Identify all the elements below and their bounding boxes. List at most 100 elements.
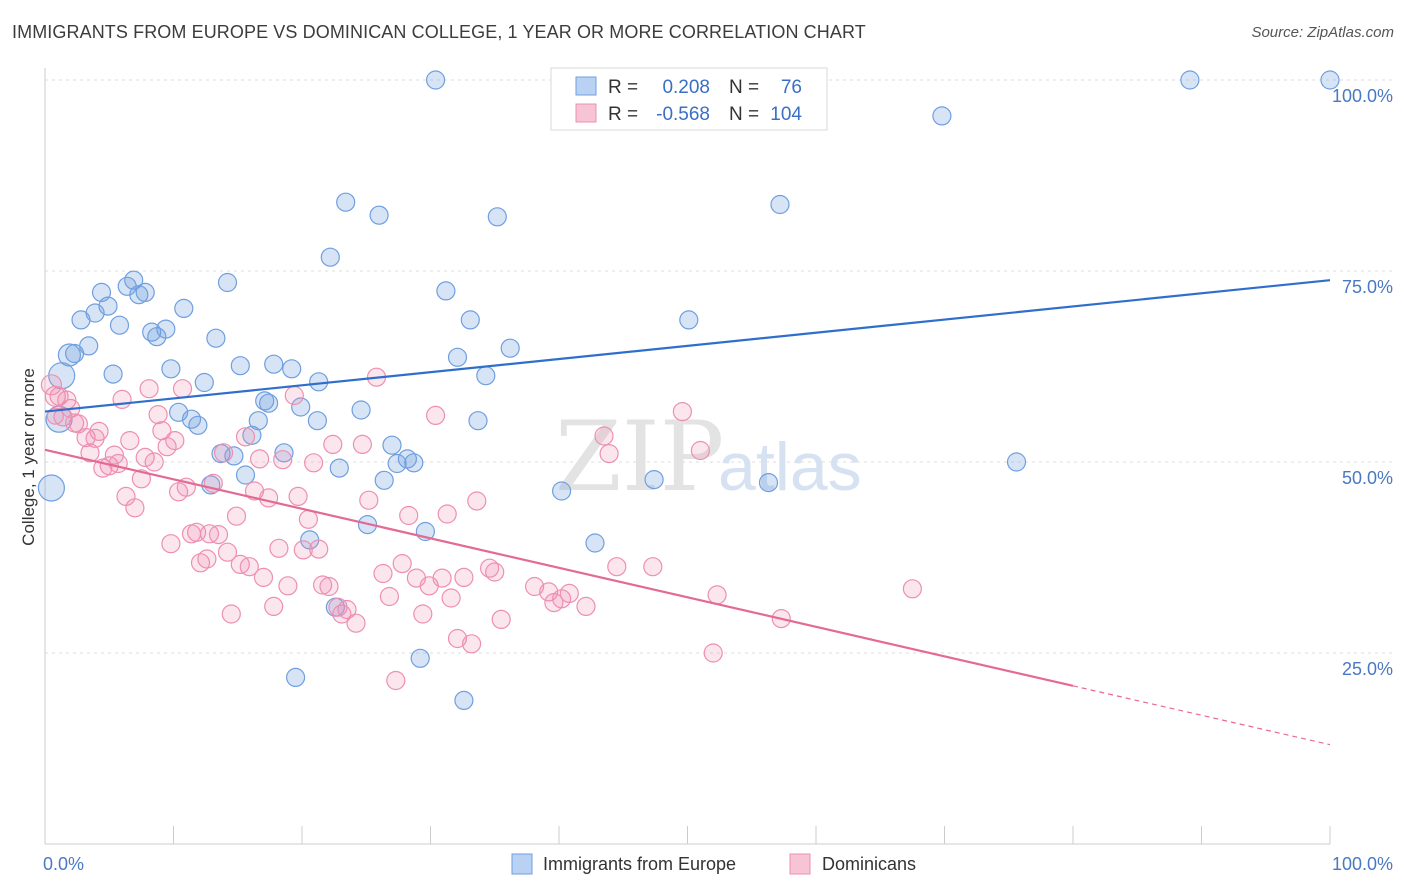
legend-swatch-europe xyxy=(575,76,597,96)
europe-point-37 xyxy=(274,443,294,463)
europe-point-76 xyxy=(1320,70,1340,90)
dominicans-point-81 xyxy=(441,588,461,608)
europe-point-68 xyxy=(585,533,605,553)
stats-legend: R = 0.208 N = 76 R = -0.568 N = 104 xyxy=(550,67,828,131)
europe-point-18 xyxy=(156,319,176,339)
dominicans-point-62 xyxy=(323,434,343,454)
dominicans-point-47 xyxy=(250,449,270,469)
europe-point-64 xyxy=(476,366,496,386)
dominicans-point-58 xyxy=(304,453,324,473)
dominicans-point-16 xyxy=(112,389,132,409)
dominicans-point-51 xyxy=(269,538,289,558)
europe-point-36 xyxy=(264,354,284,374)
dominicans-point-96 xyxy=(599,444,619,464)
dominicans-point-99 xyxy=(672,402,693,422)
europe-point-50 xyxy=(369,205,389,225)
europe-point-30 xyxy=(230,356,250,376)
chart-title: IMMIGRANTS FROM EUROPE VS DOMINICAN COLL… xyxy=(12,22,866,42)
europe-point-62 xyxy=(460,310,480,330)
dominicans-point-104 xyxy=(902,579,923,599)
dominicans-point-87 xyxy=(485,562,505,582)
europe-point-43 xyxy=(309,372,329,392)
dominicans-point-22 xyxy=(139,379,159,399)
dominicans-point-61 xyxy=(319,576,339,597)
dominicans-point-56 xyxy=(293,540,313,560)
dominicans-point-71 xyxy=(379,586,399,607)
dominicans-point-9 xyxy=(80,443,100,463)
dominicans-point-19 xyxy=(125,498,145,518)
y-tick-label-0: 25.0% xyxy=(1342,659,1393,679)
y-axis-label: College, 1 year or more xyxy=(19,368,38,546)
dominicans-point-28 xyxy=(165,431,185,451)
dominicans-point-59 xyxy=(309,539,329,559)
dominicans-point-89 xyxy=(524,576,545,597)
europe-point-46 xyxy=(329,458,349,478)
dominicans-point-70 xyxy=(373,563,393,584)
europe-point-28 xyxy=(217,272,238,293)
dominicans-point-53 xyxy=(278,576,298,596)
dominicans-point-73 xyxy=(392,553,412,574)
dominicans-point-93 xyxy=(559,583,579,604)
y-tick-label-2: 75.0% xyxy=(1342,277,1393,297)
legend-r-value-dominicans: -0.568 xyxy=(656,104,710,125)
dominicans-point-49 xyxy=(259,488,279,508)
europe-point-65 xyxy=(487,207,507,227)
europe-point-70 xyxy=(679,310,699,330)
europe-point-24 xyxy=(194,372,214,393)
bottom-legend-dominicans: Dominicans xyxy=(822,854,916,874)
europe-point-66 xyxy=(500,338,520,358)
europe-point-52 xyxy=(382,435,402,455)
dominicans-point-95 xyxy=(594,426,614,446)
dominicans-point-26 xyxy=(157,437,177,457)
europe-point-58 xyxy=(426,70,446,90)
dominicans-point-1 xyxy=(44,385,66,407)
tick-labels: 25.0% 50.0% 75.0% 100.0% 0.0% 100.0% xyxy=(43,86,1393,874)
europe-points xyxy=(37,70,1340,711)
dominicans-point-50 xyxy=(264,596,284,617)
dominicans-point-97 xyxy=(607,557,627,577)
trendline-dominicans xyxy=(44,448,1074,687)
dominicans-point-105 xyxy=(46,407,64,425)
europe-point-48 xyxy=(351,400,371,420)
dominicans-point-79 xyxy=(432,568,452,588)
legend-n-label-europe: N = xyxy=(729,77,759,98)
europe-point-6 xyxy=(79,336,99,356)
legend-swatch-dominicans xyxy=(575,103,597,123)
dominicans-point-74 xyxy=(399,505,419,526)
dominicans-points xyxy=(40,367,923,691)
dominicans-point-44 xyxy=(235,427,256,447)
dominicans-point-48 xyxy=(253,567,274,588)
bottom-legend-swatch-dominicans xyxy=(789,853,811,875)
dominicans-point-83 xyxy=(454,567,474,588)
europe-point-26 xyxy=(206,328,226,348)
dominicans-point-11 xyxy=(89,421,109,441)
europe-point-23 xyxy=(188,415,208,435)
dominicans-point-39 xyxy=(214,443,234,463)
dominicans-point-67 xyxy=(352,434,372,454)
dominicans-point-84 xyxy=(462,634,482,654)
source-label: Source: ZipAtlas.com xyxy=(1251,24,1394,41)
europe-point-72 xyxy=(770,194,790,215)
dominicans-point-72 xyxy=(386,670,406,691)
europe-point-61 xyxy=(454,690,474,711)
europe-point-42 xyxy=(307,411,327,431)
legend-n-label-dominicans: N = xyxy=(729,104,759,125)
europe-point-15 xyxy=(135,282,155,302)
europe-point-74 xyxy=(1006,452,1027,472)
dominicans-point-40 xyxy=(217,542,238,562)
europe-point-59 xyxy=(436,281,456,301)
y-tick-label-1: 50.0% xyxy=(1342,468,1393,488)
dominicans-point-27 xyxy=(161,534,181,554)
dominicans-point-41 xyxy=(221,604,241,624)
dominicans-point-57 xyxy=(298,509,318,529)
legend-r-label-dominicans: R = xyxy=(608,104,638,125)
legend-n-value-dominicans: 104 xyxy=(770,104,802,125)
europe-point-0 xyxy=(37,474,66,502)
europe-point-10 xyxy=(103,364,123,384)
europe-point-71 xyxy=(758,473,779,493)
europe-point-40 xyxy=(291,397,311,417)
europe-point-13 xyxy=(124,270,144,290)
dominicans-point-101 xyxy=(703,643,723,663)
legend-r-value-europe: 0.208 xyxy=(662,77,710,98)
